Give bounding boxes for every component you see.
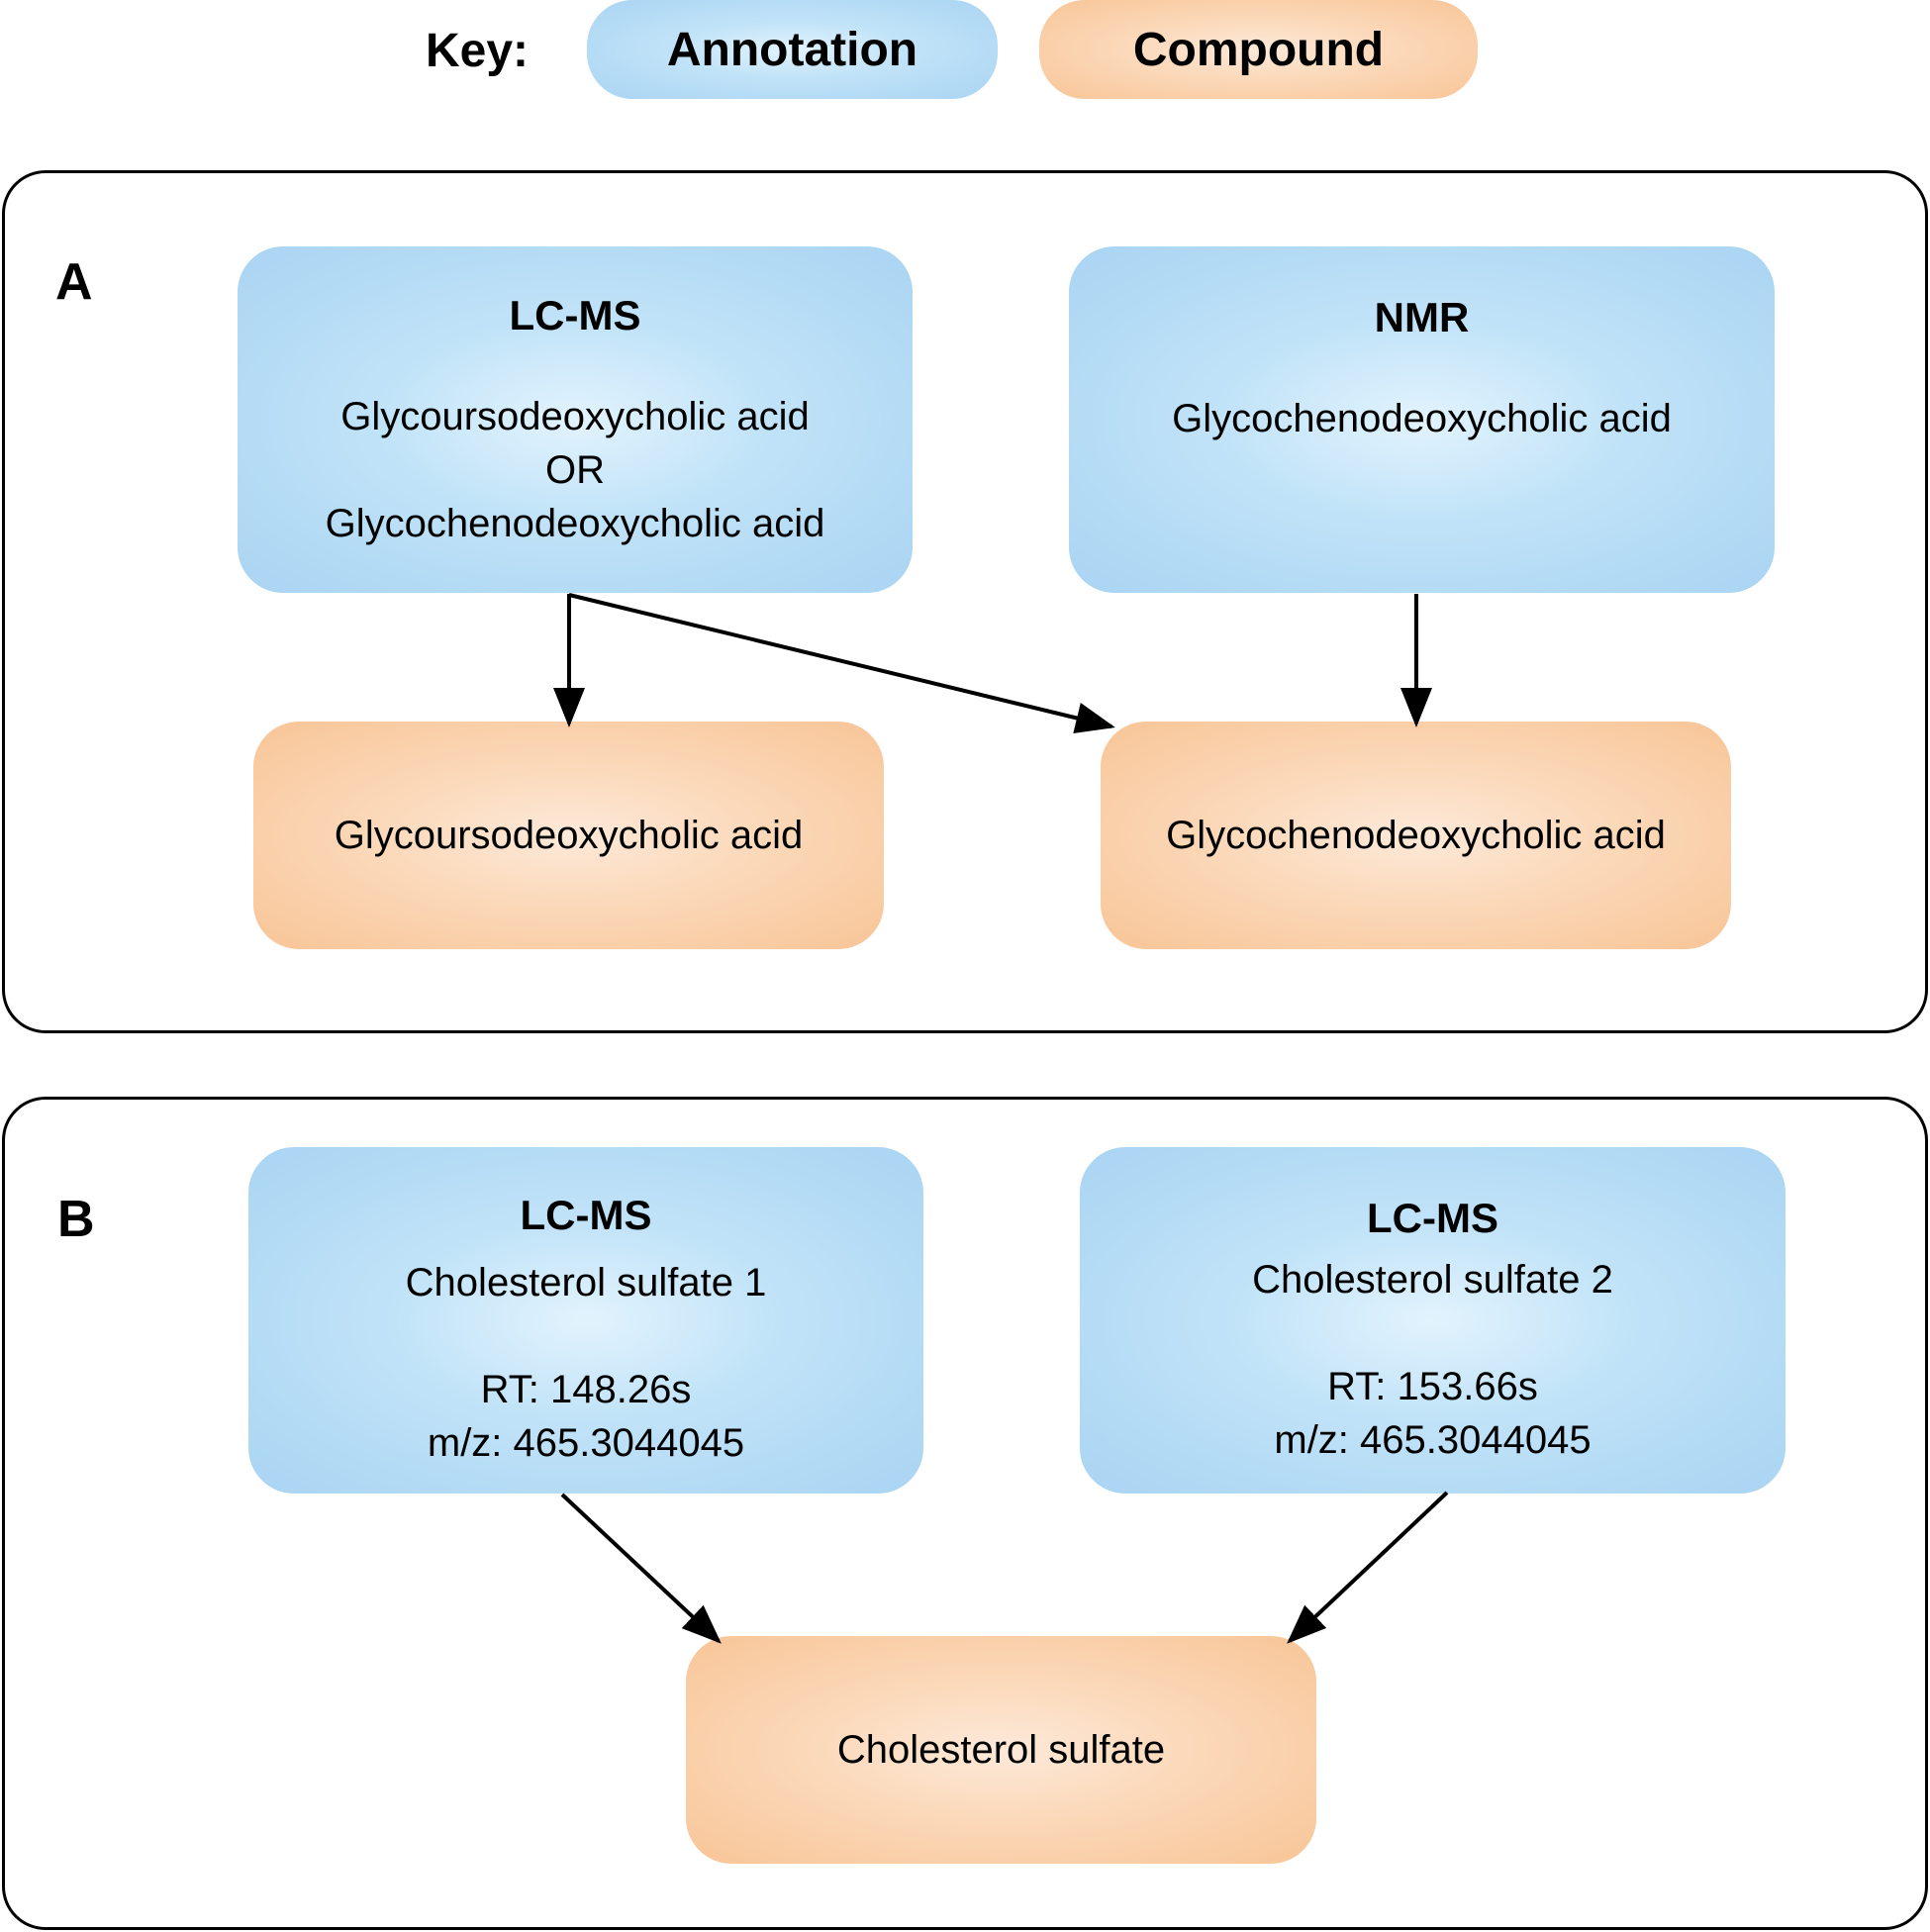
key-annotation-swatch: Annotation: [587, 0, 998, 99]
key-annotation-label: Annotation: [666, 23, 918, 76]
panel-a-nmr-annotation: NMR Glycochenodeoxycholic acid: [1069, 246, 1775, 593]
lcms-title: LC-MS: [509, 292, 641, 338]
arrow-lcms2-to-cholesterol-sulfate: [1287, 1491, 1449, 1644]
arrow-lcms-to-glycochenodeoxycholic: [568, 593, 1115, 734]
panel-b-letter: B: [57, 1191, 95, 1248]
key-label: Key:: [426, 25, 530, 77]
key-compound-swatch: Compound: [1039, 0, 1478, 99]
panel-a-compound-left: Glycoursodeoxycholic acid: [253, 722, 884, 949]
panel-b-lcms1-annotation: LC-MS Cholesterol sulfate 1 RT: 148.26s …: [248, 1147, 923, 1494]
lcms1-mz: m/z: 465.3044045: [427, 1421, 745, 1465]
compound-cholesterol-sulfate: Cholesterol sulfate: [836, 1728, 1166, 1772]
compound-glycochenodeoxycholic: Glycochenodeoxycholic acid: [1166, 814, 1666, 857]
lcms2-rt: RT: 153.66s: [1327, 1365, 1538, 1408]
lcms-or: OR: [545, 448, 605, 492]
lcms2-title: LC-MS: [1367, 1195, 1498, 1241]
key-compound-label: Compound: [1132, 23, 1385, 76]
panel-a-lcms-annotation: LC-MS Glycoursodeoxycholic acid OR Glyco…: [238, 246, 913, 593]
nmr-title: NMR: [1374, 294, 1470, 340]
compound-glycoursodeoxycholic: Glycoursodeoxycholic acid: [334, 814, 804, 857]
panel-a-compound-right: Glycochenodeoxycholic acid: [1101, 722, 1731, 949]
panel-b-lcms2-annotation: LC-MS Cholesterol sulfate 2 RT: 153.66s …: [1080, 1147, 1785, 1494]
arrow-lcms1-to-cholesterol-sulfate: [560, 1493, 722, 1644]
panel-a-letter: A: [55, 253, 93, 311]
lcms-candidate-2: Glycochenodeoxycholic acid: [325, 502, 825, 545]
lcms1-title: LC-MS: [520, 1192, 652, 1238]
panel-b-compound: Cholesterol sulfate: [686, 1636, 1316, 1864]
panel-b: [2, 1097, 1928, 1930]
nmr-result: Glycochenodeoxycholic acid: [1172, 397, 1672, 440]
lcms1-rt: RT: 148.26s: [480, 1368, 692, 1411]
lcms2-mz: m/z: 465.3044045: [1274, 1418, 1592, 1462]
panel-a: [2, 170, 1928, 1033]
lcms-candidate-1: Glycoursodeoxycholic acid: [340, 395, 810, 438]
lcms1-name: Cholesterol sulfate 1: [405, 1261, 767, 1304]
lcms2-name: Cholesterol sulfate 2: [1252, 1258, 1613, 1302]
